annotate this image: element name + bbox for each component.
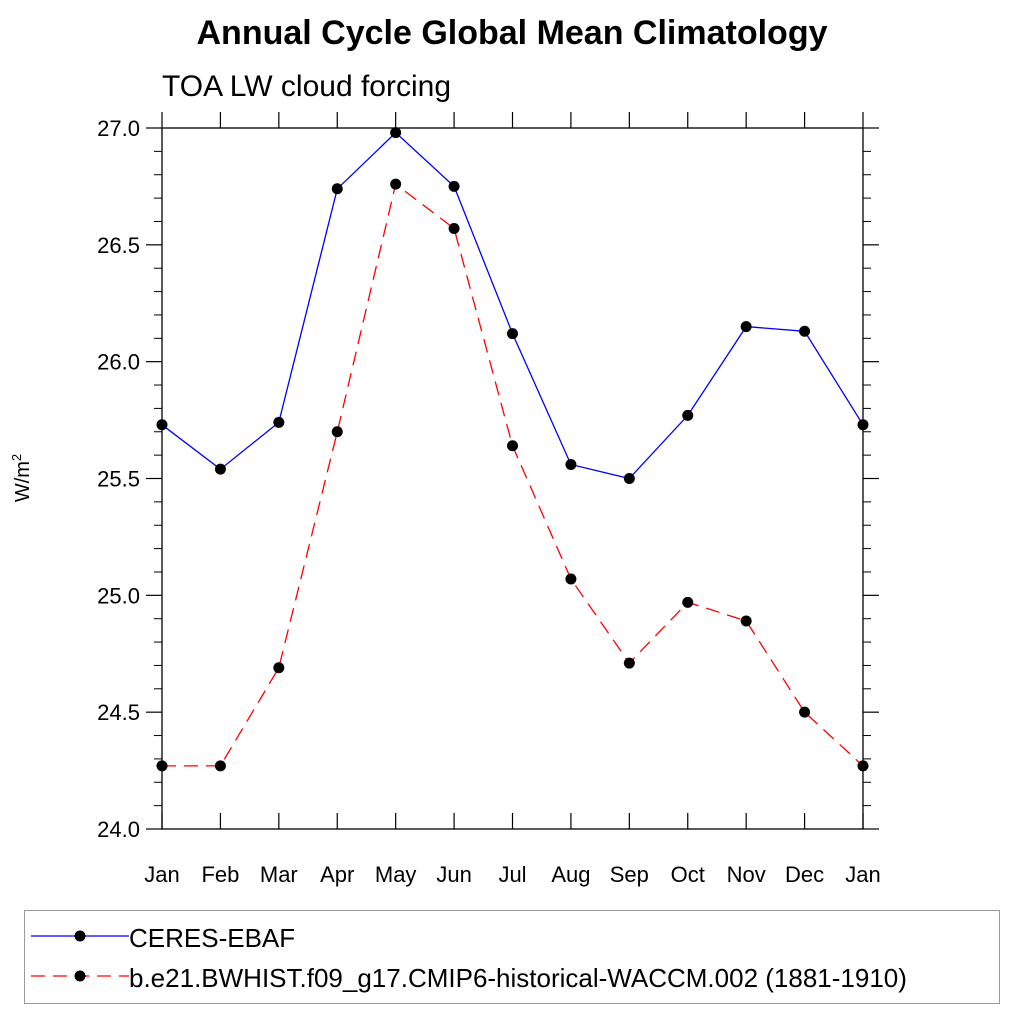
chart-subtitle: TOA LW cloud forcing <box>162 70 452 103</box>
y-tick-label: 26.5 <box>97 233 140 258</box>
x-tick-label: Aug <box>551 862 590 887</box>
series-layer <box>156 127 869 772</box>
series-2-point <box>623 657 635 669</box>
series-2-point <box>857 760 869 772</box>
series-2-point <box>156 760 168 772</box>
series-1-point <box>390 127 402 139</box>
x-tick-label: Dec <box>785 862 824 887</box>
legend-item-2: b.e21.BWHIST.f09_g17.CMIP6-historical-WA… <box>25 957 1001 997</box>
series-1-point <box>799 325 811 337</box>
x-tick-label: Apr <box>320 862 354 887</box>
series-1-point <box>565 458 577 470</box>
series-1-point <box>331 183 343 195</box>
series-1-point <box>156 419 168 431</box>
y-tick-label: 27.0 <box>97 116 140 141</box>
y-tick-label: 25.5 <box>97 467 140 492</box>
series-2-point <box>682 596 694 608</box>
series-1-point <box>623 473 635 484</box>
x-tick-label: Jan <box>144 862 179 887</box>
series-1-point <box>857 419 869 431</box>
series-2-point <box>799 706 811 718</box>
legend-label-2: b.e21.BWHIST.f09_g17.CMIP6-historical-WA… <box>129 963 907 993</box>
legend: CERES-EBAF b.e21.BWHIST.f09_g17.CMIP6-hi… <box>24 910 1000 1004</box>
x-tick-label: Feb <box>201 862 239 887</box>
series-1-point <box>273 416 285 428</box>
x-tick-label: Jan <box>845 862 880 887</box>
legend-marker-2 <box>74 970 86 982</box>
legend-swatch-1 <box>31 930 129 942</box>
x-tick-label: Oct <box>671 862 705 887</box>
legend-marker-1 <box>74 930 86 942</box>
legend-swatch-2 <box>31 970 129 982</box>
series-2-point <box>448 222 460 234</box>
series-2-point <box>331 426 343 438</box>
legend-label-1: CERES-EBAF <box>129 923 296 953</box>
series-1-point <box>507 328 518 340</box>
series-1-point <box>448 180 460 192</box>
series-line-1 <box>161 131 864 480</box>
x-tick-label: Nov <box>727 862 766 887</box>
y-tick-label: 24.0 <box>97 817 140 842</box>
line-chart: 24.0 24.5 25.0 25.5 26.0 26.5 27.0 Jan Feb Mar Apr… <box>97 112 881 887</box>
plot-frame <box>161 127 864 830</box>
y-tick-label: 25.0 <box>97 583 140 608</box>
series-2-point <box>214 760 226 772</box>
legend-item-1: CERES-EBAF <box>25 917 1001 957</box>
y-tick-label: 26.0 <box>97 350 140 375</box>
series-2-point <box>740 615 752 627</box>
series-2-point <box>390 178 402 190</box>
series-line-2 <box>162 182 864 767</box>
plot-axes: 24.0 24.5 25.0 25.5 26.0 26.5 27.0 Jan Feb Mar Apr… <box>97 112 881 887</box>
x-tick-label: Jul <box>498 862 526 887</box>
series-2-point <box>507 440 518 452</box>
series-1-point <box>214 463 226 475</box>
series-2-point <box>565 573 577 585</box>
x-tick-label: Mar <box>260 862 298 887</box>
y-tick-label: 24.5 <box>97 700 140 725</box>
chart-title: Annual Cycle Global Mean Climatology <box>196 14 828 52</box>
series-1-point <box>740 321 752 333</box>
series-2-point <box>273 662 285 674</box>
x-tick-label: Jun <box>436 862 471 887</box>
series-1-point <box>682 409 694 421</box>
x-tick-label: May <box>375 862 417 887</box>
x-tick-label: Sep <box>610 862 649 887</box>
